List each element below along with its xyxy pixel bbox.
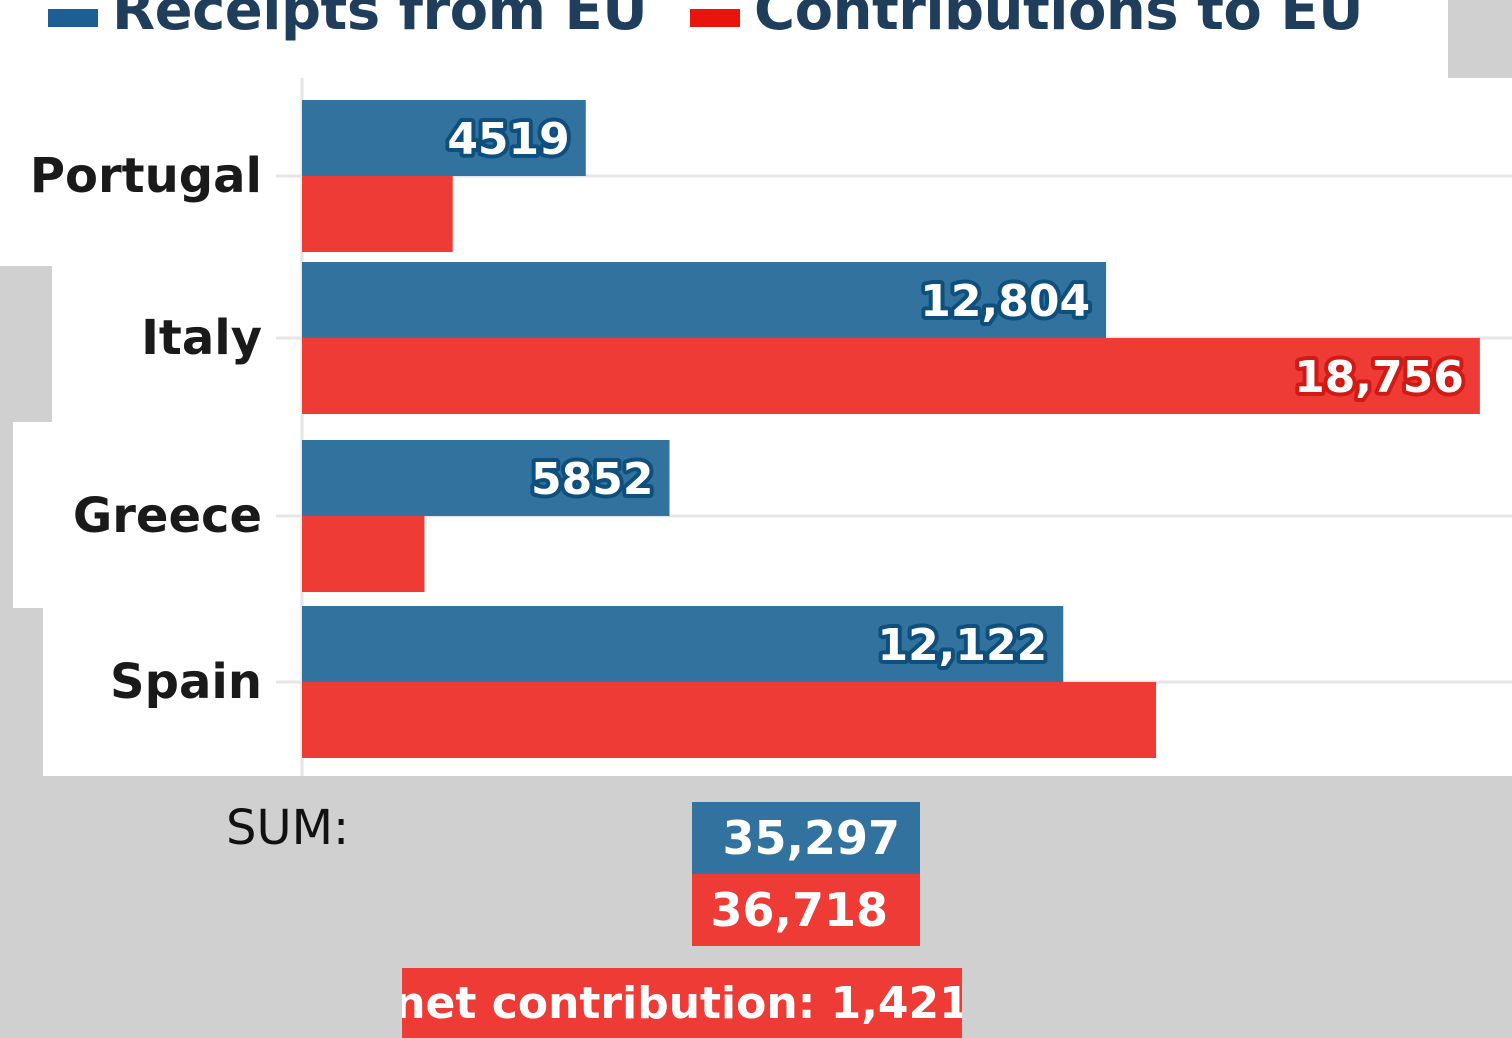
chart-legend: Receipts from EU Contributions to EU	[0, 0, 1448, 78]
bar-portugal-receipts-from-eu	[302, 100, 586, 176]
bar-spain-contributions-to-eu	[302, 682, 1157, 758]
bar-portugal-contributions-to-eu	[302, 176, 453, 252]
chart-panel-top	[0, 78, 1512, 266]
legend-item-contributions: Contributions to EU	[690, 0, 1364, 43]
category-labels: Portugal Italy Greece Spain	[30, 148, 262, 710]
value-label-portugal-receipts-from-eu: 4519	[447, 114, 569, 165]
legend-item-receipts: Receipts from EU	[48, 0, 648, 43]
bar-greece-contributions-to-eu	[302, 516, 425, 592]
value-label-spain-receipts-from-eu: 12,122	[877, 620, 1047, 671]
value-labels: 4519 12,804 18,756 5852 12,122	[443, 110, 1468, 675]
bars	[302, 100, 1480, 758]
net-contribution-badge: net contribution: 1,421	[402, 968, 962, 1038]
value-label-italy-receipts-from-eu: 12,804	[920, 276, 1090, 327]
bar-spain-receipts-from-eu	[302, 606, 1064, 682]
bar-greece-receipts-from-eu	[302, 440, 670, 516]
bar-italy-receipts-from-eu	[302, 262, 1107, 338]
sum-contributions-total: 36,718	[692, 874, 920, 946]
sum-label: SUM:	[226, 800, 350, 856]
legend-swatch-receipts	[48, 8, 98, 27]
legend-label-contributions: Contributions to EU	[754, 0, 1364, 43]
category-label-greece: Greece	[73, 488, 262, 544]
legend-swatch-contributions	[690, 8, 740, 27]
category-label-spain: Spain	[110, 654, 262, 710]
category-label-portugal: Portugal	[30, 148, 262, 204]
value-label-italy-contributions-to-eu: 18,756	[1294, 352, 1464, 403]
sum-receipts-total: 35,297	[692, 802, 920, 874]
legend-label-receipts: Receipts from EU	[112, 0, 648, 43]
bar-italy-contributions-to-eu	[302, 338, 1480, 414]
category-label-italy: Italy	[141, 310, 262, 366]
value-label-greece-receipts-from-eu: 5852	[531, 454, 653, 505]
